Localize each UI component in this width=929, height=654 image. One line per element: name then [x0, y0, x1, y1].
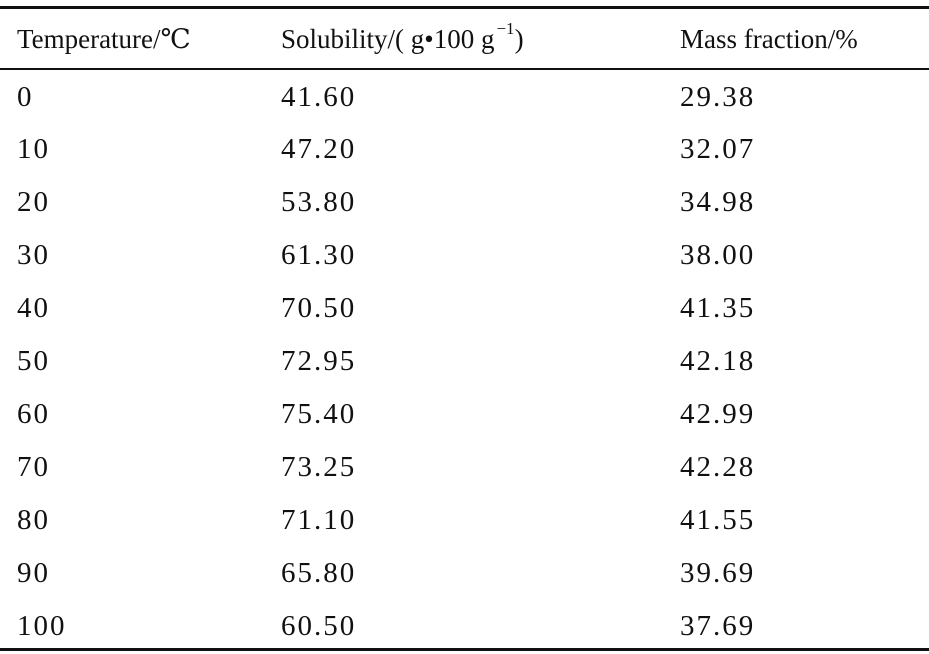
temperature-cell: 60 — [17, 397, 50, 430]
mass-fraction-cell: 39.69 — [680, 556, 756, 589]
temperature-cell: 90 — [17, 556, 50, 589]
solubility-cell: 47.20 — [281, 133, 357, 166]
header-solubility-superscript: −1 — [496, 19, 515, 38]
solubility-cell: 60.50 — [281, 609, 357, 642]
table-header-row: Temperature/℃ Solubility/( g•100 g −1 ) … — [0, 12, 929, 66]
solubility-cell: 75.40 — [281, 397, 357, 430]
temperature-cell: 10 — [17, 133, 50, 166]
header-solubility-close: ) — [514, 23, 524, 54]
solubility-cell: 53.80 — [281, 186, 357, 219]
solubility-cell: 61.30 — [281, 239, 357, 272]
table-row: 20 53.80 34.98 — [0, 177, 929, 229]
mass-fraction-cell: 41.55 — [680, 503, 756, 536]
table-bottom-rule — [0, 648, 929, 651]
table-row: 40 70.50 41.35 — [0, 283, 929, 335]
header-solubility: Solubility/( g•100 g −1 ) — [281, 12, 524, 66]
table-row: 10 47.20 32.07 — [0, 124, 929, 176]
mass-fraction-cell: 38.00 — [680, 239, 756, 272]
solubility-cell: 65.80 — [281, 556, 357, 589]
table-row: 70 73.25 42.28 — [0, 441, 929, 493]
mass-fraction-cell: 32.07 — [680, 133, 756, 166]
mass-fraction-cell: 42.99 — [680, 397, 756, 430]
solubility-cell: 73.25 — [281, 450, 357, 483]
mass-fraction-cell: 37.69 — [680, 609, 756, 642]
table-row: 90 65.80 39.69 — [0, 547, 929, 599]
temperature-cell: 50 — [17, 345, 50, 377]
table-row: 100 60.50 37.69 — [0, 600, 929, 652]
temperature-cell: 40 — [17, 292, 50, 325]
table-row: 50 72.95 42.18 — [0, 336, 929, 388]
table-header-rule — [0, 68, 929, 70]
temperature-cell: 80 — [17, 503, 50, 536]
table-top-rule — [0, 6, 929, 9]
table-row: 30 61.30 38.00 — [0, 230, 929, 282]
header-temperature: Temperature/℃ — [17, 23, 191, 54]
mass-fraction-cell: 42.28 — [680, 450, 756, 483]
temperature-cell: 0 — [17, 80, 34, 113]
mass-fraction-cell: 34.98 — [680, 186, 756, 219]
solubility-cell: 70.50 — [281, 292, 357, 325]
temperature-cell: 70 — [17, 450, 50, 483]
solubility-cell: 71.10 — [281, 503, 357, 536]
temperature-cell: 100 — [17, 609, 67, 642]
header-mass-fraction: Mass fraction/% — [680, 23, 858, 54]
temperature-cell: 30 — [17, 239, 50, 272]
table-row: 60 75.40 42.99 — [0, 388, 929, 440]
table-row: 80 71.10 41.55 — [0, 494, 929, 546]
mass-fraction-cell: 41.35 — [680, 292, 756, 325]
mass-fraction-cell: 42.18 — [680, 345, 756, 377]
mass-fraction-cell: 29.38 — [680, 80, 756, 113]
table-row: 0 41.60 29.38 — [0, 71, 929, 123]
solubility-cell: 41.60 — [281, 80, 357, 113]
header-solubility-text: Solubility/( g•100 g — [281, 23, 495, 54]
solubility-cell: 72.95 — [281, 345, 357, 377]
temperature-cell: 20 — [17, 186, 50, 219]
